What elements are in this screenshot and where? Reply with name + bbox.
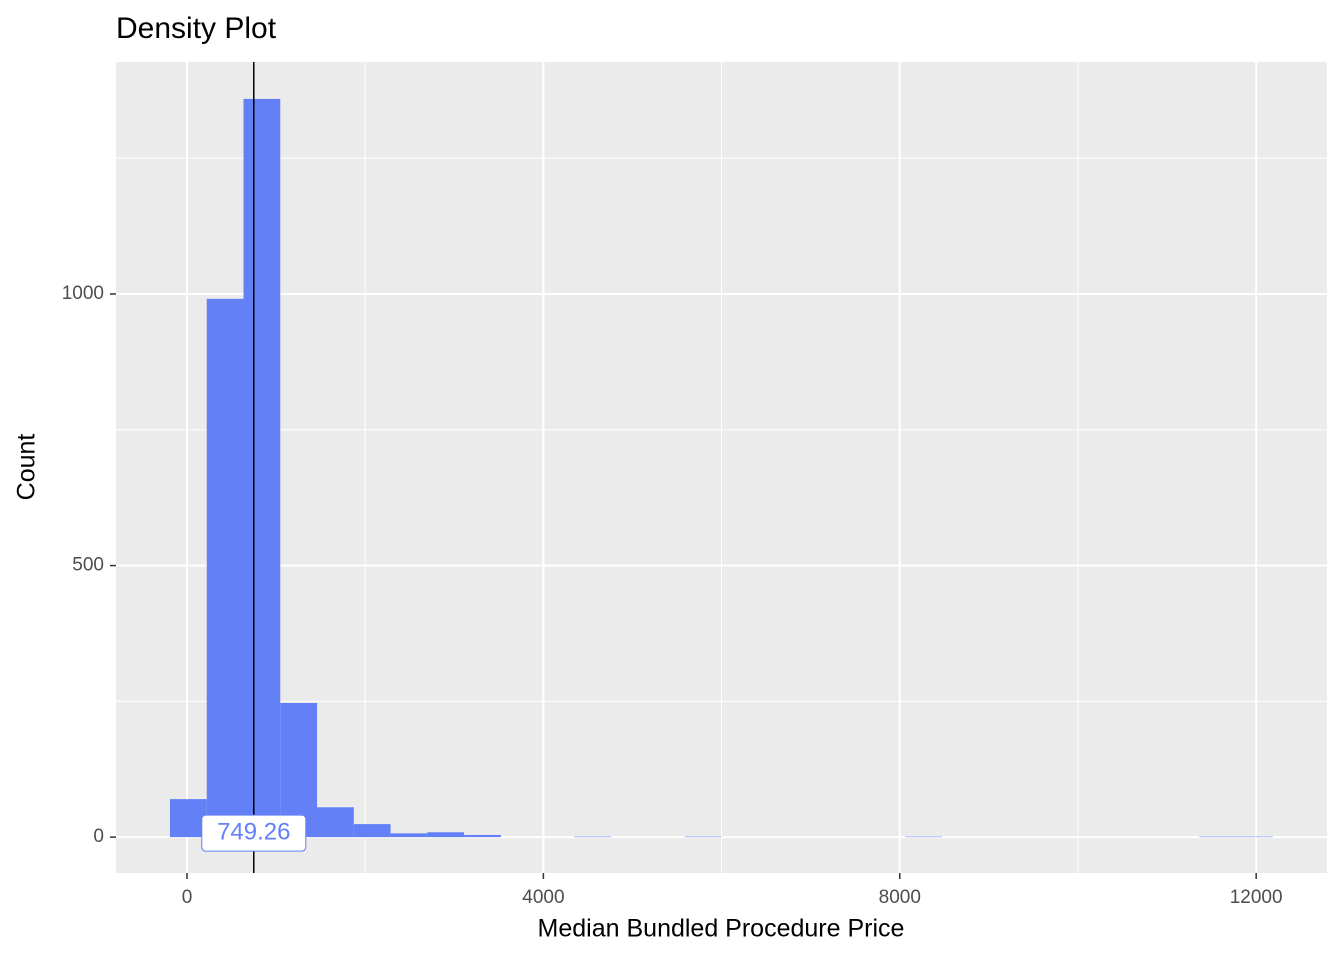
- bar: [1236, 836, 1273, 838]
- bar: [169, 799, 207, 838]
- chart-title: Density Plot: [116, 12, 277, 45]
- bar: [684, 836, 722, 838]
- bar: [353, 824, 391, 838]
- x-tick-label: 8000: [879, 887, 921, 908]
- reference-label-box: [201, 814, 307, 852]
- y-axis-label: Count: [13, 434, 41, 501]
- bar: [905, 836, 942, 838]
- bar: [390, 833, 428, 838]
- bar: [317, 807, 354, 838]
- bar: [1199, 836, 1237, 838]
- bar: [206, 298, 244, 838]
- bar: [427, 832, 465, 838]
- x-tick-label: 12000: [1230, 887, 1283, 908]
- x-axis-label: Median Bundled Procedure Price: [538, 915, 905, 943]
- y-tick-label: 0: [93, 826, 104, 847]
- y-tick-label: 500: [72, 555, 104, 576]
- bar: [574, 836, 612, 838]
- reference-label: 749.26: [217, 818, 290, 845]
- bar: [464, 834, 501, 838]
- y-tick-label: 1000: [62, 283, 104, 304]
- x-tick-label: 0: [182, 887, 193, 908]
- x-tick-label: 4000: [522, 887, 564, 908]
- bar: [243, 98, 281, 838]
